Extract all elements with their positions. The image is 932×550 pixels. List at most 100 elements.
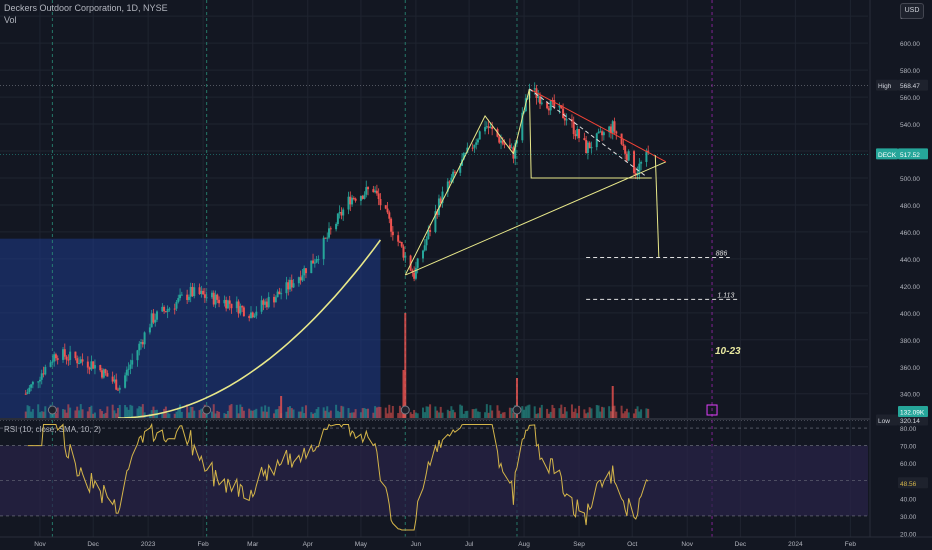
volume-bar: [328, 412, 331, 418]
candle: [347, 196, 350, 210]
candle: [65, 356, 68, 360]
candle: [471, 147, 474, 149]
volume-bar: [124, 405, 127, 418]
volume-bar: [523, 409, 526, 418]
candle: [624, 145, 627, 154]
low-label-badge-text: Low: [878, 418, 890, 425]
candle: [76, 358, 79, 364]
volume-bar: [253, 409, 256, 418]
candle: [377, 193, 380, 200]
volume-bar: [429, 404, 432, 418]
date-note: 10-23: [715, 346, 741, 357]
candle: [398, 241, 401, 243]
low-value-badge-box: [898, 414, 928, 426]
candle: [352, 197, 355, 199]
rsi-pane: RSI (10, close, SMA, 10, 2): [0, 422, 868, 531]
candle: [597, 131, 600, 134]
rsi-tick: 70.00: [900, 444, 917, 451]
volume-bar: [92, 413, 95, 418]
candle: [274, 297, 277, 303]
volume-spike: [611, 386, 614, 418]
candle: [583, 138, 586, 141]
symbol-badge-box: [876, 148, 898, 160]
volume-bar: [237, 413, 240, 418]
volume-bar: [179, 404, 182, 418]
volume-bar: [537, 413, 540, 418]
volume-bar: [173, 413, 176, 418]
time-tick: Apr: [303, 541, 314, 548]
price-tick: 500.00: [900, 176, 920, 183]
candle: [313, 262, 316, 264]
volume-bar: [317, 407, 320, 418]
volume-bar: [574, 408, 577, 418]
volume-bar: [101, 411, 104, 418]
volume-bar: [375, 407, 378, 418]
candle: [106, 373, 109, 377]
candle: [88, 367, 91, 370]
volume-bar: [30, 411, 33, 418]
volume-bar: [647, 408, 650, 418]
candle: [101, 370, 104, 378]
high-label-badge: High: [876, 79, 898, 91]
price-tick: 480.00: [900, 203, 920, 210]
earnings-marker: [400, 405, 410, 415]
candle: [200, 290, 203, 295]
volume-bar: [38, 412, 41, 418]
time-axis[interactable]: Nov Dec 2023 Feb Mar Apr May Jun Jul Aug Sep Oct Nov…: [0, 536, 932, 548]
candle: [388, 212, 391, 219]
volume-bar: [597, 405, 600, 418]
candle: [315, 259, 318, 263]
volume-bar: [198, 410, 201, 418]
candle: [521, 112, 524, 141]
candle: [515, 140, 518, 144]
volume-bar: [434, 406, 437, 418]
time-tick: Mar: [247, 541, 259, 548]
candle: [386, 208, 389, 213]
volume-bar: [437, 412, 440, 418]
volume-bar: [535, 413, 538, 418]
time-tick: Jul: [465, 541, 474, 548]
volume-bar: [390, 412, 393, 418]
volume-bar: [476, 411, 479, 418]
candle: [86, 361, 89, 368]
candle: [359, 196, 362, 201]
volume-bar: [90, 405, 93, 418]
candle: [253, 315, 256, 318]
last-price-badge: 517.52: [898, 148, 928, 160]
volume-bar: [496, 405, 499, 418]
volume-bar: [79, 404, 82, 418]
candle: [608, 126, 611, 133]
low-label-badge: Low: [876, 414, 898, 426]
parabolic-curve: [117, 239, 382, 419]
candle: [255, 311, 258, 316]
candle: [478, 131, 481, 140]
rising-trendline: [405, 161, 667, 276]
volume-bar: [361, 408, 364, 418]
volume-bar: [125, 407, 128, 418]
time-tick: Jun: [411, 541, 422, 548]
volume-bar: [301, 406, 304, 418]
volume-bar: [226, 410, 229, 418]
candle: [590, 147, 593, 149]
candle: [292, 283, 295, 288]
volume-bar: [260, 406, 263, 418]
high-value-badge-text: 568.47: [900, 83, 920, 90]
volume-bar: [400, 407, 403, 418]
candle: [558, 105, 561, 108]
volume-bar: [602, 407, 605, 418]
candle: [202, 290, 205, 295]
candle: [136, 350, 139, 361]
candle: [484, 127, 487, 132]
volume-bar: [372, 412, 375, 418]
pattern-drawings[interactable]: 886 1.113 10-23: [0, 85, 932, 421]
high-value-badge-box: [898, 79, 928, 91]
volume-bar: [638, 411, 641, 418]
currency-button[interactable]: USD: [900, 3, 924, 19]
candle: [540, 102, 543, 104]
symbol-badge-text: DECK: [878, 152, 897, 159]
candle: [290, 279, 293, 288]
high-label-badge-text: High: [878, 83, 892, 90]
candle: [565, 119, 568, 121]
volume-bar: [562, 413, 565, 418]
